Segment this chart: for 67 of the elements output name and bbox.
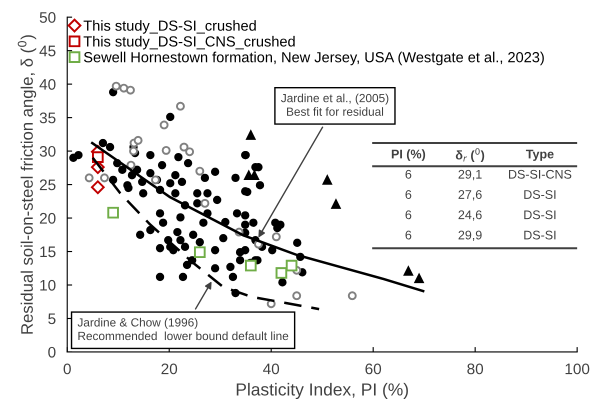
point xyxy=(194,246,206,258)
y-tick-label: 0 xyxy=(48,346,56,358)
annotation: PI (%) xyxy=(392,149,426,161)
x-tick-label: 40 xyxy=(263,363,280,374)
point xyxy=(195,166,204,176)
point xyxy=(322,175,332,185)
point xyxy=(134,136,143,145)
x-tick-label: 100 xyxy=(566,363,590,374)
y-tick-label: 50 xyxy=(40,12,56,23)
y-tick-label: 5 xyxy=(48,314,56,324)
x-tick-label: 0 xyxy=(64,363,71,374)
annotation: Jardine et al., (2005) Best fit for residual xyxy=(280,94,388,116)
point xyxy=(272,232,281,242)
line-series xyxy=(90,142,424,292)
y-tick-label: 25 xyxy=(40,179,56,190)
point xyxy=(414,273,424,284)
y-tick-label: 35 xyxy=(40,112,56,124)
x-tick-label: 60 xyxy=(365,363,382,374)
point xyxy=(126,86,135,95)
annotation: Jardine & Chow (1996) Recommended lower bound default line xyxy=(78,318,288,340)
x-axis-title: Plasticity Index, PI (%) xyxy=(236,382,408,400)
point xyxy=(180,142,188,152)
point xyxy=(244,260,257,272)
x-tick-label: 20 xyxy=(161,363,178,374)
point xyxy=(200,198,210,208)
point xyxy=(162,146,171,155)
point xyxy=(185,147,194,156)
point xyxy=(100,173,109,182)
point xyxy=(286,260,298,272)
point xyxy=(176,102,185,111)
annotation: DS-SI xyxy=(524,190,556,199)
point xyxy=(119,84,128,93)
legend-label: Sewell Hornestown formation, New Jersey, USA (Westgate et al., 2023) xyxy=(84,52,544,66)
point xyxy=(246,130,256,140)
annotation: 6 xyxy=(406,170,412,179)
annotation: δ$_{r}$ ($^{0}$) xyxy=(456,148,484,162)
y-axis-title: Residual soil-on-steel friction angle, δ ($^{0}$) xyxy=(18,35,36,334)
annotation: DS-SI xyxy=(524,210,556,220)
y-tick-label: 20 xyxy=(40,212,56,224)
legend-label: This study_DS-SI_CNS_crushed xyxy=(84,36,295,50)
annotation: 6 xyxy=(406,230,412,240)
legend-label: This study_DS-SI_crushed xyxy=(84,20,256,34)
y-tick-label: 45 xyxy=(39,46,56,56)
point xyxy=(292,291,302,300)
point xyxy=(84,173,94,182)
y-tick-label: 10 xyxy=(40,280,56,291)
annotation: 24,6 xyxy=(458,210,482,221)
x-tick-label: 80 xyxy=(467,363,484,374)
annotation: 27,6 xyxy=(458,190,482,200)
point xyxy=(90,180,105,194)
annotation: DS-SI-CNS xyxy=(509,170,572,179)
annotation: DS-SI xyxy=(524,230,556,240)
annotation: Type xyxy=(526,150,554,161)
point xyxy=(331,199,341,209)
y-tick-label: 15 xyxy=(40,246,56,258)
annotation: 29,9 xyxy=(458,230,482,241)
point xyxy=(276,267,288,279)
y-tick-label: 40 xyxy=(39,79,56,90)
annotation: 6 xyxy=(406,190,412,199)
point xyxy=(160,120,169,130)
annotation: 6 xyxy=(406,210,412,220)
point xyxy=(112,82,121,91)
annotation: 29,1 xyxy=(458,170,482,180)
point xyxy=(404,266,414,276)
point xyxy=(348,291,357,300)
point xyxy=(107,206,119,219)
y-tick-label: 30 xyxy=(40,146,56,157)
